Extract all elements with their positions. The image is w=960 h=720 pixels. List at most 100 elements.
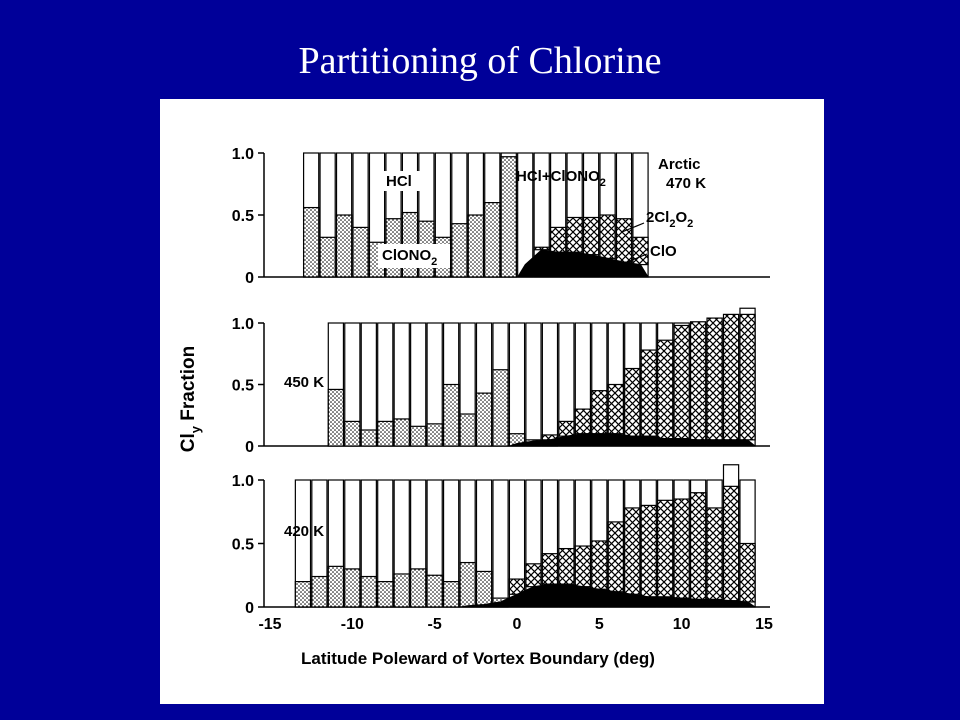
bar-clono2 — [327, 565, 345, 608]
bar-cl2o2 — [657, 339, 674, 440]
bar-cl2o2 — [722, 313, 740, 441]
label-cl2o2-sub1: 2 — [669, 218, 675, 230]
region-label: Arctic — [658, 156, 701, 173]
plot-layer: 1.00.501.00.501.00.50-15 -10 -5 0 5 10 15 — [232, 146, 773, 633]
label-clo-group: ClO — [609, 243, 677, 270]
bar-clono2 — [360, 575, 377, 608]
x-tick-label-6: 15 — [755, 616, 773, 633]
bar-cl2o2 — [706, 507, 723, 600]
label-cl2o2-o: O — [675, 209, 687, 226]
bar-cl2o2 — [706, 317, 723, 441]
bar-clono2 — [335, 214, 353, 278]
bar-cl2o2 — [582, 216, 600, 256]
slide-title: Partitioning of Chlorine — [298, 40, 662, 82]
y-tick-label-1-0: 1.0 — [232, 316, 254, 333]
bar-clono2 — [467, 214, 485, 278]
bar-cl2o2 — [657, 499, 674, 598]
panel-label-420k: 420 K — [284, 523, 324, 540]
bar-clono2 — [442, 383, 460, 447]
bar-clono2 — [459, 413, 476, 447]
svg-text:ClONO2: ClONO2 — [382, 247, 437, 268]
bar-clono2 — [459, 561, 476, 608]
bar-clono2 — [475, 570, 493, 608]
y-axis-title-sub: y — [188, 425, 203, 433]
bar-cl2o2 — [525, 563, 542, 588]
label-clono2-group: ClONO2 — [378, 244, 450, 268]
bar-clono2 — [344, 568, 361, 608]
bar-clono2 — [327, 388, 345, 447]
x-tick-label-1: -10 — [341, 616, 364, 633]
label-hcl-clono2-group: HCl+ClONO2 — [516, 168, 606, 189]
bar-cl2o2 — [640, 349, 657, 437]
bar-cl2o2 — [640, 504, 657, 598]
x-tick-label-3: 0 — [513, 616, 522, 633]
bar-clono2 — [426, 574, 443, 608]
y-tick-label-2-2: 0 — [245, 600, 254, 617]
y-tick-label-0-0: 1.0 — [232, 146, 254, 163]
bar-clono2 — [442, 581, 460, 608]
svg-text:2Cl2O2: 2Cl2O2 — [646, 209, 693, 230]
svg-text:Cly Fraction: Cly Fraction — [178, 346, 203, 452]
x-tick-label-0: -15 — [258, 616, 281, 633]
y-tick-label-0-1: 0.5 — [232, 208, 254, 225]
bar-cl2o2 — [541, 553, 559, 585]
y-tick-label-2-1: 0.5 — [232, 537, 254, 554]
label-clono2: ClONO — [382, 247, 432, 264]
bar-cl2o2 — [689, 321, 707, 441]
bar-clono2 — [410, 425, 427, 447]
bar-cl2o2 — [739, 313, 756, 441]
bar-clono2 — [311, 575, 328, 608]
label-clo: ClO — [650, 243, 677, 260]
label-cl2o2: 2Cl — [646, 209, 669, 226]
x-axis-title: Latitude Poleward of Vortex Boundary (de… — [301, 649, 655, 668]
bar-clono2 — [451, 223, 468, 278]
bar-cl2o2 — [615, 218, 633, 263]
bar-clono2 — [302, 206, 320, 278]
bar-total — [360, 322, 377, 447]
label-cl2o2-group: 2Cl2O2 — [621, 209, 693, 233]
label-hcl: HCl — [386, 173, 412, 190]
bar-cl2o2 — [591, 540, 608, 590]
bar-clono2 — [426, 423, 443, 447]
bar-cl2o2 — [566, 216, 583, 253]
bar-clono2 — [319, 236, 336, 278]
bar-clono2 — [475, 392, 493, 447]
label-hcl-group: HCl — [382, 171, 420, 191]
bar-clono2 — [344, 420, 361, 447]
x-tick-label-2: -5 — [428, 616, 442, 633]
y-tick-label-1-1: 0.5 — [232, 378, 254, 395]
chart-svg: 1.00.501.00.501.00.50-15 -10 -5 0 5 10 15 Cly … — [178, 146, 773, 668]
bar-clono2 — [377, 581, 394, 608]
bar-clono2 — [352, 226, 369, 278]
bar-cl2o2 — [599, 214, 616, 260]
bar-cl2o2 — [722, 485, 740, 602]
clo-area-1 — [509, 433, 757, 447]
bar-clono2 — [294, 581, 312, 608]
label-clo-pointer — [609, 253, 648, 270]
y-tick-label-0-2: 0 — [245, 270, 254, 287]
bar-cl2o2 — [739, 542, 756, 603]
x-tick-label-4: 5 — [595, 616, 604, 633]
bar-cl2o2 — [558, 547, 575, 585]
x-tick-label-5: 10 — [673, 616, 691, 633]
bar-clono2 — [360, 429, 377, 447]
bar-cl2o2 — [689, 492, 707, 600]
label-cl2o2-sub2: 2 — [687, 218, 693, 230]
y-tick-label-2-0: 1.0 — [232, 473, 254, 490]
panel-label-450k: 450 K — [284, 374, 324, 391]
label-hcl-clono2: HCl+ClONO — [516, 168, 600, 185]
clo-area-0 — [516, 249, 649, 278]
bar-clono2 — [500, 156, 517, 278]
panel-label-470k: 470 K — [666, 175, 706, 192]
y-axis-title-rest: Fraction — [178, 346, 199, 426]
bar-cl2o2 — [673, 324, 690, 440]
y-tick-label-1-2: 0 — [245, 439, 254, 456]
bar-cl2o2 — [591, 390, 608, 435]
bar-cl2o2 — [549, 226, 567, 253]
bar-cl2o2 — [607, 521, 624, 593]
bar-cl2o2 — [574, 545, 592, 588]
bar-clono2 — [377, 420, 394, 447]
bar-cl2o2 — [574, 408, 592, 435]
bar-clono2 — [393, 573, 410, 608]
clo-area-2 — [459, 583, 757, 608]
